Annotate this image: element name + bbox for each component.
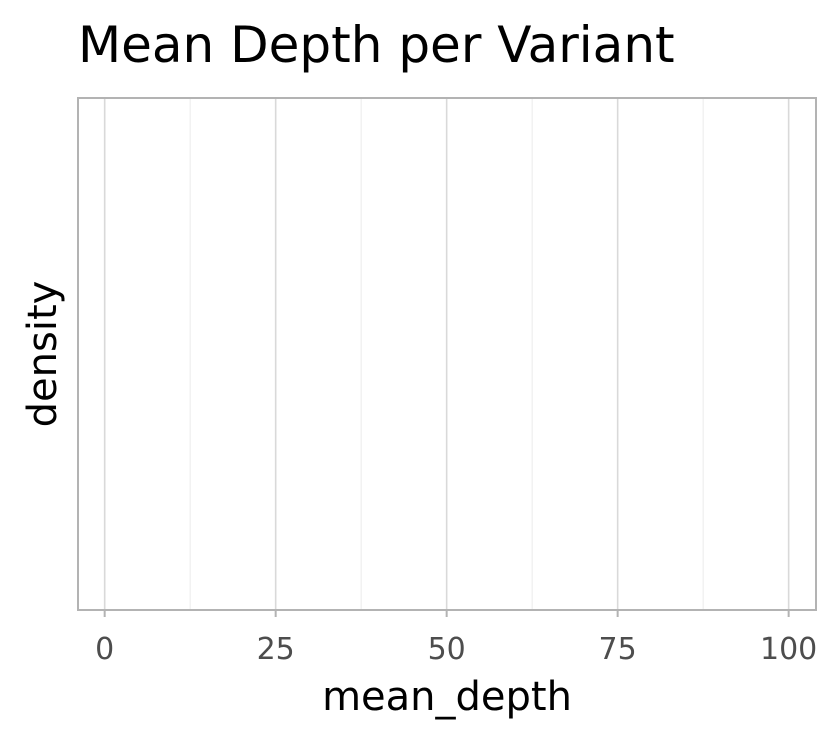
y-axis-title: density <box>20 281 66 428</box>
x-axis-ticks: 0 25 50 75 100 <box>95 610 817 667</box>
x-tick-label: 75 <box>599 632 637 667</box>
x-tick-label: 25 <box>257 632 295 667</box>
chart-title: Mean Depth per Variant <box>78 16 675 74</box>
grid-lines <box>103 98 790 610</box>
x-tick-label: 100 <box>760 632 817 667</box>
x-tick-label: 50 <box>428 632 466 667</box>
x-axis-title: mean_depth <box>322 674 572 720</box>
x-tick-label: 0 <box>95 632 114 667</box>
